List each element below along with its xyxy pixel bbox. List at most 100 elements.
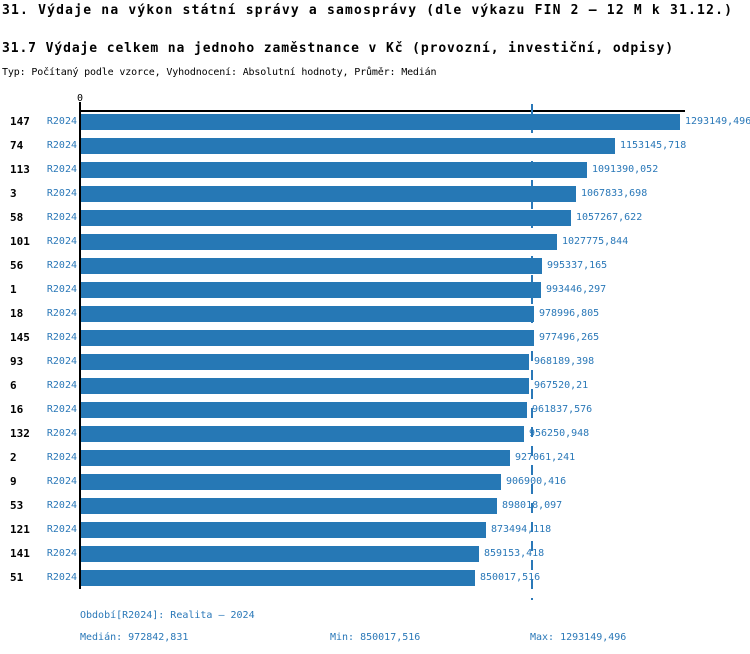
chart-row: 9 R2024 906900,416 [0, 474, 750, 490]
chart-row: 58 R2024 1057267,622 [0, 210, 750, 226]
footer-min: Min: 850017,516 [330, 632, 421, 643]
chart-row: 3 R2024 1067833,698 [0, 186, 750, 202]
chart-row: 53 R2024 898018,097 [0, 498, 750, 514]
row-rank-label: 74 [10, 139, 24, 152]
y-axis-line [79, 110, 81, 589]
row-series-label: R2024 [46, 524, 77, 535]
row-rank-label: 121 [10, 523, 30, 536]
row-bar [81, 570, 475, 586]
indicator-meta: Typ: Počítaný podle vzorce, Vyhodnocení:… [2, 67, 437, 78]
chart-row: 56 R2024 995337,165 [0, 258, 750, 274]
row-rank-label: 3 [10, 187, 17, 200]
row-rank-label: 113 [10, 163, 30, 176]
chart-row: 18 R2024 978996,805 [0, 306, 750, 322]
footer-period: Období[R2024]: Realita – 2024 [80, 610, 255, 621]
row-bar [81, 498, 497, 514]
chart-row: 6 R2024 967520,21 [0, 378, 750, 394]
row-rank-label: 132 [10, 427, 30, 440]
row-series-label: R2024 [46, 236, 77, 247]
x-axis-zero-label: 0 [76, 93, 84, 104]
row-series-label: R2024 [46, 356, 77, 367]
row-value-label: 1091390,052 [592, 164, 659, 175]
indicator-subtitle: 31.7 Výdaje celkem na jednoho zaměstnanc… [2, 41, 674, 56]
row-value-label: 859153,418 [484, 548, 545, 559]
row-value-label: 977496,265 [539, 332, 600, 343]
row-value-label: 850017,516 [480, 572, 541, 583]
row-bar [81, 162, 587, 178]
row-bar [81, 138, 615, 154]
row-series-label: R2024 [46, 212, 77, 223]
row-series-label: R2024 [46, 476, 77, 487]
chart-row: 101 R2024 1027775,844 [0, 234, 750, 250]
row-rank-label: 18 [10, 307, 24, 320]
chart-row: 147 R2024 1293149,496 [0, 114, 750, 130]
row-value-label: 1057267,622 [576, 212, 643, 223]
row-series-label: R2024 [46, 188, 77, 199]
chart-row: 51 R2024 850017,516 [0, 570, 750, 586]
row-series-label: R2024 [46, 164, 77, 175]
row-value-label: 927061,241 [515, 452, 576, 463]
row-rank-label: 6 [10, 379, 17, 392]
row-bar [81, 378, 529, 394]
chart-row: 145 R2024 977496,265 [0, 330, 750, 346]
median-marker-line [531, 104, 533, 600]
row-value-label: 961837,576 [532, 404, 593, 415]
row-bar [81, 426, 524, 442]
row-value-label: 968189,398 [534, 356, 595, 367]
row-bar [81, 330, 534, 346]
chart-row: 132 R2024 956250,948 [0, 426, 750, 442]
footer-stats: Medián: 972842,831 Min: 850017,516 Max: … [0, 632, 750, 645]
row-rank-label: 58 [10, 211, 24, 224]
chart-row: 74 R2024 1153145,718 [0, 138, 750, 154]
row-bar [81, 402, 527, 418]
footer-max: Max: 1293149,496 [530, 632, 627, 643]
row-bar [81, 546, 479, 562]
row-rank-label: 16 [10, 403, 24, 416]
x-axis-zero-tick [79, 102, 81, 111]
row-value-label: 1153145,718 [620, 140, 687, 151]
row-series-label: R2024 [46, 500, 77, 511]
page-title: 31. Výdaje na výkon státní správy a samo… [2, 3, 734, 18]
row-series-label: R2024 [46, 332, 77, 343]
chart-row: 141 R2024 859153,418 [0, 546, 750, 562]
row-bar [81, 282, 541, 298]
row-bar [81, 354, 529, 370]
row-series-label: R2024 [46, 428, 77, 439]
row-series-label: R2024 [46, 308, 77, 319]
row-series-label: R2024 [46, 548, 77, 559]
row-value-label: 978996,805 [539, 308, 600, 319]
row-rank-label: 51 [10, 571, 24, 584]
row-value-label: 993446,297 [546, 284, 607, 295]
row-value-label: 995337,165 [547, 260, 608, 271]
row-series-label: R2024 [46, 260, 77, 271]
row-rank-label: 9 [10, 475, 17, 488]
row-rank-label: 2 [10, 451, 17, 464]
row-rank-label: 93 [10, 355, 24, 368]
row-bar [81, 114, 680, 130]
row-series-label: R2024 [46, 452, 77, 463]
row-value-label: 873494,118 [491, 524, 552, 535]
row-series-label: R2024 [46, 380, 77, 391]
row-bar [81, 210, 571, 226]
row-bar [81, 450, 510, 466]
chart-row: 16 R2024 961837,576 [0, 402, 750, 418]
row-value-label: 1293149,496 [685, 116, 750, 127]
footer-median: Medián: 972842,831 [80, 632, 189, 643]
chart-row: 2 R2024 927061,241 [0, 450, 750, 466]
chart-row: 93 R2024 968189,398 [0, 354, 750, 370]
row-rank-label: 1 [10, 283, 17, 296]
row-rank-label: 141 [10, 547, 30, 560]
row-series-label: R2024 [46, 116, 77, 127]
chart-row: 1 R2024 993446,297 [0, 282, 750, 298]
row-value-label: 1027775,844 [562, 236, 629, 247]
x-axis-line [79, 110, 685, 112]
row-value-label: 956250,948 [529, 428, 590, 439]
row-series-label: R2024 [46, 404, 77, 415]
row-series-label: R2024 [46, 140, 77, 151]
row-bar [81, 306, 534, 322]
row-bar [81, 474, 501, 490]
row-bar [81, 522, 486, 538]
row-bar [81, 258, 542, 274]
row-value-label: 898018,097 [502, 500, 563, 511]
